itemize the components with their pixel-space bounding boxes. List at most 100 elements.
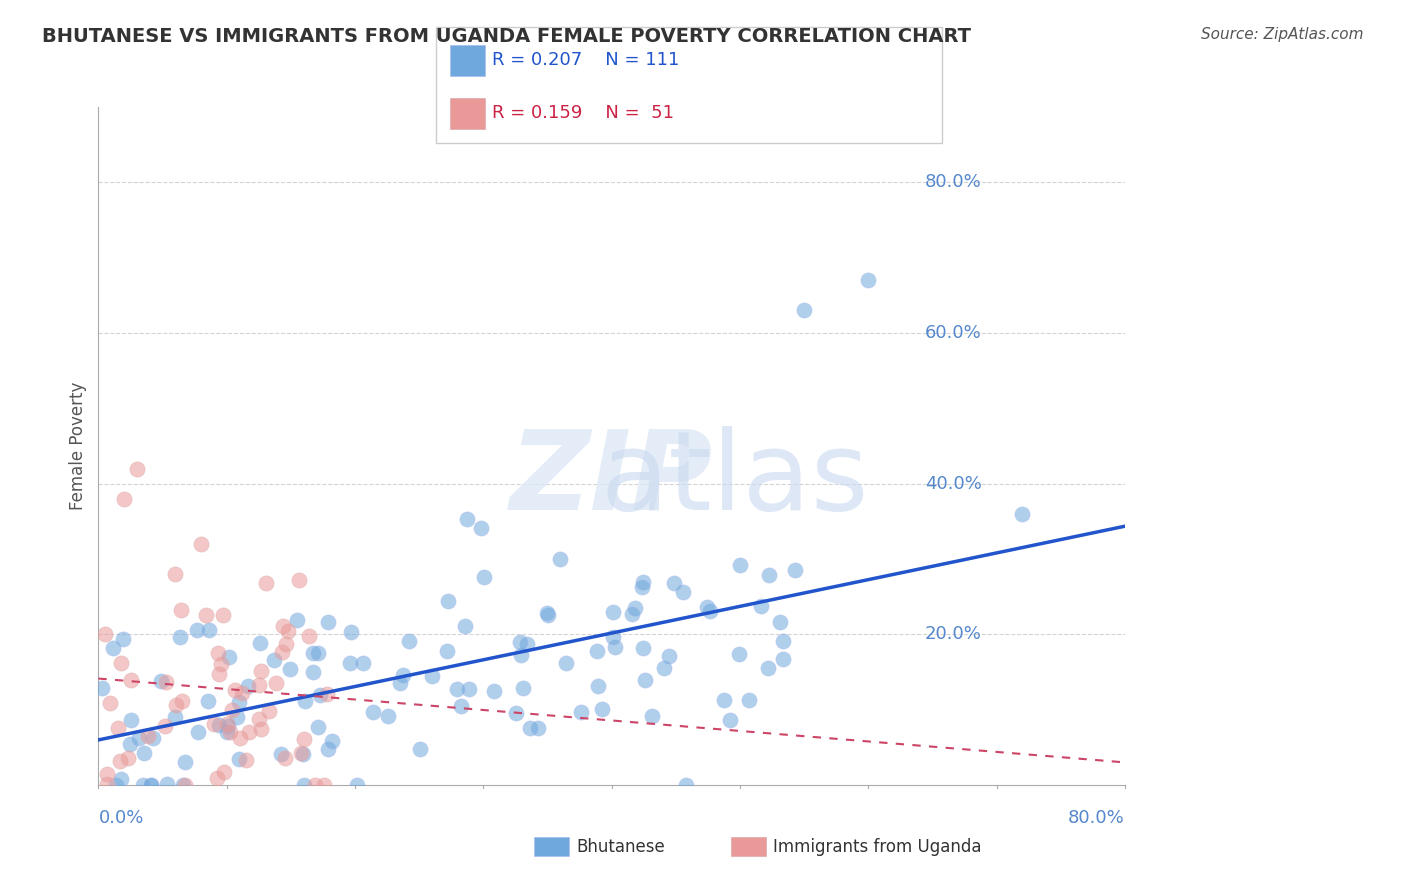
- Immigrants from Uganda: [194, 607, 217, 622]
- Text: BHUTANESE VS IMMIGRANTS FROM UGANDA FEMALE POVERTY CORRELATION CHART: BHUTANESE VS IMMIGRANTS FROM UGANDA FEMA…: [42, 27, 972, 45]
- Immigrants from Uganda: [271, 619, 294, 633]
- Immigrants from Uganda: [108, 754, 131, 768]
- Bhutanese: [292, 778, 315, 792]
- Bhutanese: [713, 692, 735, 706]
- Bhutanese: [512, 681, 534, 696]
- Bhutanese: [186, 623, 208, 637]
- Bhutanese: [134, 746, 156, 760]
- Bhutanese: [450, 699, 472, 714]
- Bhutanese: [634, 673, 657, 687]
- Bhutanese: [285, 613, 308, 627]
- Bhutanese: [772, 634, 794, 648]
- Immigrants from Uganda: [165, 567, 187, 582]
- Bhutanese: [718, 713, 741, 727]
- Bhutanese: [142, 731, 165, 746]
- Bhutanese: [728, 558, 751, 572]
- Immigrants from Uganda: [94, 627, 117, 641]
- Immigrants from Uganda: [247, 678, 270, 692]
- Bhutanese: [316, 615, 339, 629]
- Bhutanese: [591, 702, 613, 716]
- Immigrants from Uganda: [170, 603, 193, 617]
- Immigrants from Uganda: [298, 629, 321, 643]
- Bhutanese: [278, 662, 301, 676]
- Bhutanese: [472, 570, 495, 584]
- Bhutanese: [456, 511, 478, 525]
- Immigrants from Uganda: [98, 696, 121, 710]
- Bhutanese: [783, 563, 806, 577]
- Bhutanese: [163, 710, 186, 724]
- Bhutanese: [101, 640, 124, 655]
- Bhutanese: [409, 741, 432, 756]
- Bhutanese: [132, 778, 155, 792]
- Bhutanese: [339, 656, 361, 670]
- Bhutanese: [302, 665, 325, 679]
- Bhutanese: [793, 303, 815, 318]
- Bhutanese: [139, 778, 162, 792]
- Immigrants from Uganda: [221, 703, 243, 717]
- Bhutanese: [249, 636, 271, 650]
- Text: Source: ZipAtlas.com: Source: ZipAtlas.com: [1201, 27, 1364, 42]
- Immigrants from Uganda: [209, 657, 232, 671]
- Bhutanese: [120, 737, 142, 751]
- Immigrants from Uganda: [153, 719, 176, 733]
- Immigrants from Uganda: [205, 771, 228, 785]
- Immigrants from Uganda: [212, 765, 235, 780]
- Immigrants from Uganda: [247, 712, 270, 726]
- Bhutanese: [509, 635, 531, 649]
- Bhutanese: [1011, 507, 1033, 521]
- Bhutanese: [128, 731, 150, 745]
- Immigrants from Uganda: [264, 675, 287, 690]
- Bhutanese: [437, 593, 460, 607]
- Bhutanese: [537, 607, 560, 622]
- Text: atlas: atlas: [600, 426, 869, 533]
- Y-axis label: Female Poverty: Female Poverty: [69, 382, 87, 510]
- Immigrants from Uganda: [110, 656, 132, 670]
- Immigrants from Uganda: [219, 724, 242, 739]
- Text: Bhutanese: Bhutanese: [576, 838, 665, 855]
- Bhutanese: [120, 714, 142, 728]
- Bhutanese: [672, 585, 695, 599]
- Bhutanese: [470, 521, 492, 535]
- Immigrants from Uganda: [190, 537, 212, 551]
- Bhutanese: [699, 604, 721, 618]
- Bhutanese: [361, 706, 384, 720]
- Immigrants from Uganda: [274, 637, 297, 651]
- Bhutanese: [173, 755, 195, 769]
- Bhutanese: [238, 679, 260, 693]
- Bhutanese: [446, 682, 468, 697]
- Immigrants from Uganda: [254, 576, 277, 591]
- Immigrants from Uganda: [277, 624, 299, 639]
- Bhutanese: [769, 615, 792, 629]
- Bhutanese: [187, 724, 209, 739]
- Immigrants from Uganda: [229, 731, 252, 745]
- Bhutanese: [727, 647, 749, 661]
- Bhutanese: [602, 605, 624, 619]
- Bhutanese: [662, 576, 685, 591]
- Bhutanese: [398, 634, 420, 648]
- Bhutanese: [633, 574, 655, 589]
- Immigrants from Uganda: [304, 778, 326, 792]
- Immigrants from Uganda: [312, 778, 335, 792]
- Bhutanese: [208, 718, 231, 732]
- Bhutanese: [751, 599, 773, 613]
- Bhutanese: [484, 683, 506, 698]
- Bhutanese: [696, 600, 718, 615]
- Bhutanese: [641, 709, 664, 723]
- Text: ZIP: ZIP: [510, 426, 713, 533]
- Bhutanese: [620, 607, 643, 621]
- Immigrants from Uganda: [107, 721, 129, 735]
- Bhutanese: [217, 719, 239, 733]
- Bhutanese: [602, 630, 624, 644]
- Bhutanese: [586, 679, 609, 693]
- Immigrants from Uganda: [170, 694, 193, 708]
- Immigrants from Uganda: [274, 751, 297, 765]
- Bhutanese: [457, 682, 479, 697]
- Bhutanese: [91, 681, 114, 695]
- Bhutanese: [555, 657, 578, 671]
- Bhutanese: [291, 747, 314, 762]
- Immigrants from Uganda: [208, 667, 231, 681]
- Immigrants from Uganda: [112, 491, 135, 506]
- Immigrants from Uganda: [290, 746, 312, 760]
- Bhutanese: [321, 733, 343, 747]
- Immigrants from Uganda: [231, 685, 253, 699]
